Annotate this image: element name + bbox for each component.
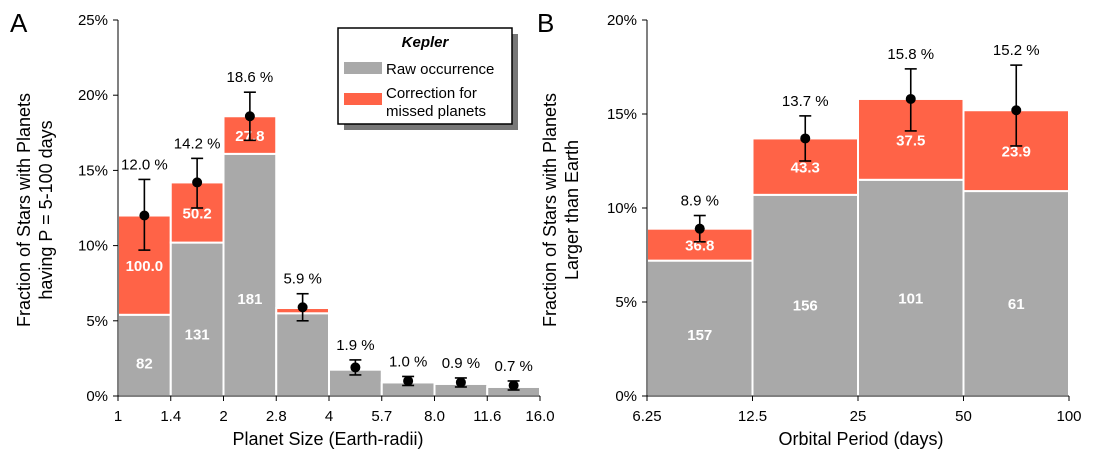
panel-b-point-3 xyxy=(1011,105,1022,116)
panel-a-x-axis-title: Planet Size (Earth-radii) xyxy=(232,429,423,449)
panel-a-raw-label-1: 131 xyxy=(185,327,210,344)
panel-a-total-label-6: 0.9 % xyxy=(442,355,480,372)
panel-b-y-tick-label-3: 15% xyxy=(607,106,637,123)
panel-b-bar-raw-3 xyxy=(962,190,1070,397)
panel-b-bar-raw-2 xyxy=(857,178,965,397)
panel-a-raw-label-2: 181 xyxy=(237,291,262,308)
panel-b-total-label-2: 15.8 % xyxy=(887,46,934,63)
panel-b-x-tick-label-4: 100 xyxy=(1056,408,1081,425)
panel-a-bar-raw-2 xyxy=(222,152,278,397)
panel-a-y-axis-title-line2: having P = 5-100 days xyxy=(36,120,56,299)
panel-a-x-tick-label-2: 2 xyxy=(219,408,227,425)
panel-a-x-tick-label-6: 8.0 xyxy=(424,408,445,425)
panel-a-bar-raw-3 xyxy=(275,312,330,397)
panel-a-total-label-0: 12.0 % xyxy=(121,156,168,173)
panel-b-raw-label-3: 61 xyxy=(1008,296,1025,313)
panel-b-y-axis-title: Fraction of Stars with Planets Larger th… xyxy=(540,93,582,327)
panel-b-total-label-3: 15.2 % xyxy=(993,42,1040,59)
panel-b-correction-label-1: 43.3 xyxy=(791,160,820,177)
panel-b-raw-label-2: 101 xyxy=(898,291,923,308)
panel-a-y-axis-title-line1: Fraction of Stars with Planets xyxy=(14,93,34,327)
panel-a-x-tick-label-3: 2.8 xyxy=(266,408,287,425)
panel-a-total-label-7: 0.7 % xyxy=(494,358,532,375)
panel-a-y-tick-label-3: 15% xyxy=(78,162,108,179)
panel-b-x-tick-label-2: 25 xyxy=(850,408,867,425)
panel-a-y-tick-label-4: 20% xyxy=(78,87,108,104)
panel-b-bar-raw-1 xyxy=(751,193,859,397)
panel-a-total-label-3: 5.9 % xyxy=(283,271,321,288)
panel-b-plot-area: 0% 5% 10% 15% 20% 6.25 12.5 25 50 100 157 36.8 156 43… xyxy=(607,12,1082,425)
panel-a: A 0% 5% 10% 15% 20% 25% 1 1.4 2 2.8 4 5.7 8.0 11.6 16.… xyxy=(10,8,555,449)
panel-b-point-0 xyxy=(694,223,705,234)
panel-b-x-tick-label-1: 12.5 xyxy=(738,408,767,425)
panel-a-x-tick-label-1: 1.4 xyxy=(160,408,181,425)
panel-a-point-1 xyxy=(192,177,203,188)
legend-correction-swatch xyxy=(344,93,382,105)
panel-b-label: B xyxy=(537,8,554,38)
panel-b-correction-label-0: 36.8 xyxy=(685,238,714,255)
panel-b-total-label-0: 8.9 % xyxy=(681,193,719,210)
panel-a-x-tick-label-4: 4 xyxy=(325,408,333,425)
panel-a-x-tick-label-5: 5.7 xyxy=(371,408,392,425)
panel-a-correction-label-1: 50.2 xyxy=(183,206,212,223)
panel-b-y-tick-label-1: 5% xyxy=(615,294,637,311)
panel-b-point-1 xyxy=(800,133,811,144)
panel-b-raw-label-1: 156 xyxy=(793,297,818,314)
panel-a-plot-area: 0% 5% 10% 15% 20% 25% 1 1.4 2 2.8 4 5.7 8.0 11.6 16.0 8… xyxy=(78,12,555,425)
legend-correction-label-line1: Correction for xyxy=(386,85,477,102)
panel-a-y-tick-label-2: 10% xyxy=(78,238,108,255)
panel-a-point-0 xyxy=(139,210,150,221)
panel-b-y-tick-label-4: 20% xyxy=(607,12,637,29)
panel-b-y-tick-label-2: 10% xyxy=(607,200,637,217)
panel-b-y-tick-label-0: 0% xyxy=(615,388,637,405)
panel-a-raw-label-0: 82 xyxy=(136,356,153,373)
panel-b: B 0% 5% 10% 15% 20% 6.25 12.5 25 50 100 157 36.8 156… xyxy=(537,8,1082,449)
panel-a-point-4 xyxy=(350,362,361,373)
legend-raw-label: Raw occurrence xyxy=(386,61,494,78)
panel-a-total-label-2: 18.6 % xyxy=(227,69,274,86)
panel-a-point-6 xyxy=(455,377,466,388)
panel-b-y-axis-title-line2: Larger than Earth xyxy=(562,140,582,280)
panel-b-y-axis-title-line1: Fraction of Stars with Planets xyxy=(540,93,560,327)
legend-correction-label-line2: missed planets xyxy=(386,103,486,120)
legend-raw-swatch xyxy=(344,62,382,74)
panel-a-point-5 xyxy=(403,375,414,386)
panel-a-label: A xyxy=(10,8,28,38)
panel-b-x-axis-title: Orbital Period (days) xyxy=(778,429,943,449)
panel-a-x-tick-label-0: 1 xyxy=(114,408,122,425)
panel-a-x-tick-label-7: 11.6 xyxy=(473,408,501,425)
panel-b-raw-label-0: 157 xyxy=(687,327,712,344)
panel-a-total-label-4: 1.9 % xyxy=(336,337,374,354)
panel-a-total-label-5: 1.0 % xyxy=(389,353,427,370)
panel-b-point-2 xyxy=(905,93,916,104)
panel-a-point-7 xyxy=(508,380,519,391)
panel-a-y-tick-label-1: 5% xyxy=(86,313,108,330)
panel-a-y-axis-title: Fraction of Stars with Planets having P … xyxy=(14,93,56,327)
panel-a-y-tick-label-5: 25% xyxy=(78,12,108,29)
panel-a-point-3 xyxy=(297,302,308,313)
panel-b-bar-raw-0 xyxy=(646,259,754,398)
panel-a-correction-label-0: 100.0 xyxy=(126,258,164,275)
legend: Kepler Raw occurrence Correction for mis… xyxy=(337,27,518,130)
panel-a-x-tick-label-8: 16.0 xyxy=(525,408,554,425)
legend-box xyxy=(337,27,513,125)
legend-title: Kepler xyxy=(402,34,450,51)
panel-b-correction-label-3: 23.9 xyxy=(1002,144,1031,161)
panel-a-point-2 xyxy=(244,111,255,122)
panel-a-y-tick-label-0: 0% xyxy=(86,388,108,405)
panel-a-total-label-1: 14.2 % xyxy=(174,135,221,152)
panel-b-x-tick-label-0: 6.25 xyxy=(632,408,661,425)
panel-a-bar-raw-1 xyxy=(169,241,225,397)
panel-b-total-label-1: 13.7 % xyxy=(782,93,829,110)
panel-b-x-tick-label-3: 50 xyxy=(955,408,972,425)
panel-b-correction-label-2: 37.5 xyxy=(896,132,925,149)
